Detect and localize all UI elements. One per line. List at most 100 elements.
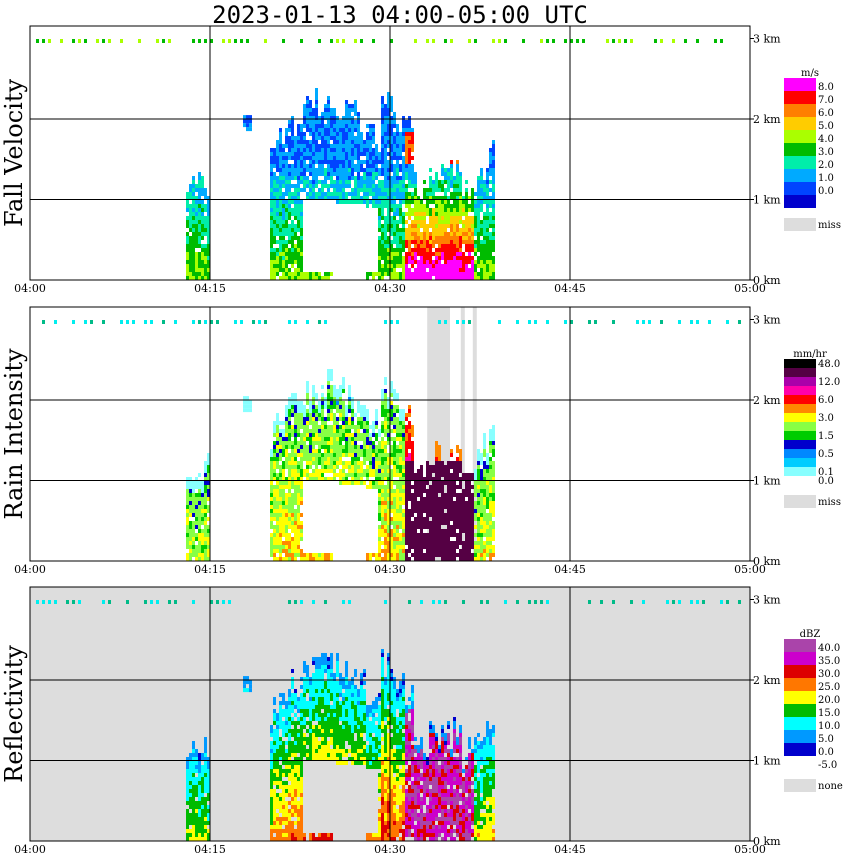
echo-cell xyxy=(276,805,279,809)
echo-cell xyxy=(384,397,387,401)
echo-cell xyxy=(327,144,330,148)
echo-cell xyxy=(372,457,375,461)
echo-cell xyxy=(186,505,189,509)
echo-cell xyxy=(294,276,297,280)
echo-cell xyxy=(489,260,492,264)
echo-cell xyxy=(492,461,495,465)
echo-cell xyxy=(390,124,393,128)
echo-cell xyxy=(294,441,297,445)
echo-cell xyxy=(309,132,312,136)
echo-cell xyxy=(438,541,441,545)
echo-cell xyxy=(285,525,288,529)
echo-cell xyxy=(360,437,363,441)
speckle xyxy=(396,320,399,324)
echo-cell xyxy=(384,248,387,252)
echo-cell xyxy=(405,441,408,445)
echo-cell xyxy=(492,240,495,244)
echo-cell xyxy=(369,445,372,449)
echo-cell xyxy=(288,469,291,473)
legend-label: 3.0 xyxy=(818,147,834,158)
echo-cell xyxy=(297,200,300,204)
echo-cell xyxy=(408,252,411,256)
echo-cell xyxy=(339,148,342,152)
echo-cell xyxy=(411,457,414,461)
echo-cell xyxy=(300,521,303,525)
echo-cell xyxy=(282,505,285,509)
speckle xyxy=(570,39,573,43)
speckle xyxy=(474,39,477,43)
echo-cell xyxy=(333,441,336,445)
echo-cell xyxy=(408,429,411,433)
echo-cell xyxy=(477,557,480,561)
echo-cell xyxy=(417,557,420,561)
echo-cell xyxy=(471,196,474,200)
echo-cell xyxy=(204,745,207,749)
echo-cell xyxy=(342,473,345,477)
echo-cell xyxy=(474,208,477,212)
echo-cell xyxy=(294,465,297,469)
echo-cell xyxy=(468,509,471,513)
echo-cell xyxy=(411,176,414,180)
echo-cell xyxy=(444,541,447,545)
echo-cell xyxy=(312,128,315,132)
echo-cell xyxy=(456,244,459,248)
echo-cell xyxy=(336,449,339,453)
echo-cell xyxy=(189,513,192,517)
echo-cell xyxy=(351,120,354,124)
echo-cell xyxy=(339,477,342,481)
echo-cell xyxy=(387,509,390,513)
echo-cell xyxy=(456,461,459,465)
echo-cell xyxy=(279,517,282,521)
echo-cell xyxy=(309,421,312,425)
echo-cell xyxy=(300,425,303,429)
echo-cell xyxy=(417,248,420,252)
echo-cell xyxy=(459,549,462,553)
echo-cell xyxy=(306,465,309,469)
echo-cell xyxy=(471,509,474,513)
echo-cell xyxy=(471,192,474,196)
echo-cell xyxy=(414,485,417,489)
echo-cell xyxy=(435,533,438,537)
echo-cell xyxy=(207,797,210,801)
echo-cell xyxy=(480,477,483,481)
echo-cell xyxy=(381,236,384,240)
y-tick-label: 1 km xyxy=(753,475,781,488)
echo-cell xyxy=(393,461,396,465)
echo-cell xyxy=(270,208,273,212)
echo-cell xyxy=(492,489,495,493)
echo-cell xyxy=(432,469,435,473)
echo-cell xyxy=(378,461,381,465)
echo-cell xyxy=(270,152,273,156)
echo-cell xyxy=(351,124,354,128)
echo-cell xyxy=(381,180,384,184)
echo-cell xyxy=(447,232,450,236)
echo-cell xyxy=(321,477,324,481)
echo-cell xyxy=(207,497,210,501)
echo-cell xyxy=(300,401,303,405)
x-tick-label: 04:30 xyxy=(374,563,406,576)
echo-cell xyxy=(423,188,426,192)
echo-cell xyxy=(456,204,459,208)
echo-cell xyxy=(273,160,276,164)
echo-cell xyxy=(321,441,324,445)
echo-cell xyxy=(411,168,414,172)
echo-cell xyxy=(387,533,390,537)
echo-cell xyxy=(192,545,195,549)
echo-cell xyxy=(306,385,309,389)
echo-cell xyxy=(468,549,471,553)
echo-cell xyxy=(297,449,300,453)
echo-cell xyxy=(270,212,273,216)
echo-cell xyxy=(459,529,462,533)
echo-cell xyxy=(273,557,276,561)
echo-cell xyxy=(441,481,444,485)
echo-cell xyxy=(486,192,489,196)
echo-cell xyxy=(273,461,276,465)
echo-cell xyxy=(189,481,192,485)
echo-cell xyxy=(285,493,288,497)
echo-cell xyxy=(381,425,384,429)
echo-cell xyxy=(399,413,402,417)
echo-cell xyxy=(417,493,420,497)
echo-cell xyxy=(339,413,342,417)
echo-cell xyxy=(279,449,282,453)
echo-cell xyxy=(393,441,396,445)
